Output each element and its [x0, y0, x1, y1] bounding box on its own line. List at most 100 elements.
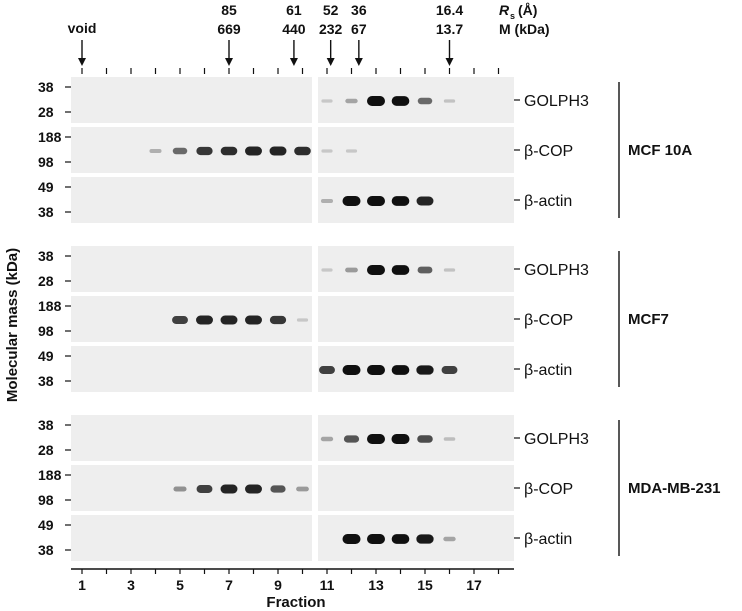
blot-membrane-left	[71, 415, 312, 461]
marker-arrowhead	[445, 58, 454, 66]
protein-band	[417, 97, 433, 105]
y-axis-label: Molecular mass (kDa)	[4, 248, 21, 402]
protein-band	[320, 436, 334, 442]
cell-line-name: MCF7	[628, 311, 669, 328]
protein-band	[149, 148, 162, 154]
blot-strip: 188 98 β-COP	[38, 465, 573, 511]
mw-marker-top: 49	[38, 179, 54, 195]
protein-label: β-actin	[524, 531, 572, 548]
marker-arrowhead	[354, 58, 363, 66]
blot-strip: 188 98 β-COP	[38, 127, 573, 173]
blot-strip: 49 38 β-actin	[38, 346, 572, 392]
protein-band	[269, 315, 287, 325]
protein-label: β-COP	[524, 143, 573, 160]
protein-band	[367, 265, 385, 275]
protein-band	[320, 198, 334, 204]
rs-subscript: s	[510, 11, 515, 21]
protein-band	[321, 99, 333, 103]
cell-line-group: 38 28 GOLPH3 188 98 β-COP 49 38 β-actin MCF 10A	[38, 77, 692, 223]
protein-band	[173, 486, 187, 492]
protein-band	[319, 366, 335, 374]
protein-band	[367, 96, 385, 106]
protein-band	[196, 315, 213, 325]
blot-membrane-right	[318, 127, 514, 173]
blot-strip: 38 28 GOLPH3	[38, 415, 589, 461]
x-tick-label: 1	[78, 577, 86, 593]
blot-strip: 38 28 GOLPH3	[38, 77, 589, 123]
protein-band	[321, 149, 333, 153]
marker-rs-label: 16.4	[436, 2, 463, 18]
protein-band	[296, 318, 309, 322]
x-tick-label: 3	[127, 577, 135, 593]
protein-band	[441, 366, 458, 374]
mw-marker-top: 49	[38, 517, 54, 533]
x-tick-label: 17	[466, 577, 482, 593]
protein-label: β-COP	[524, 312, 573, 329]
protein-band	[342, 196, 361, 206]
protein-band	[443, 437, 456, 441]
blot-strip: 49 38 β-actin	[38, 177, 572, 223]
marker-rs-label: 61	[286, 2, 302, 18]
protein-band	[391, 96, 410, 106]
protein-band	[345, 267, 358, 273]
protein-band	[196, 485, 213, 493]
blot-membrane-right	[318, 246, 514, 292]
protein-band	[345, 149, 358, 153]
protein-band	[417, 266, 433, 274]
blot-membrane-right	[318, 296, 514, 342]
protein-label: GOLPH3	[524, 262, 589, 279]
protein-band	[416, 196, 434, 206]
marker-mass-label: 232	[319, 21, 343, 37]
mw-marker-top: 38	[38, 417, 54, 433]
blot-membrane-right	[318, 465, 514, 511]
marker-rs-label: 36	[351, 2, 367, 18]
blot-membrane-left	[71, 77, 312, 123]
protein-band	[367, 196, 385, 206]
protein-band	[245, 315, 262, 325]
protein-band	[443, 99, 456, 103]
x-tick-label: 7	[225, 577, 233, 593]
blot-membrane-left	[71, 246, 312, 292]
x-tick-label: 9	[274, 577, 282, 593]
mass-unit-label: M (kDa)	[499, 21, 550, 37]
blot-membrane-left	[71, 177, 312, 223]
protein-band	[296, 486, 309, 492]
mw-marker-bottom: 28	[38, 104, 54, 120]
protein-band	[196, 146, 213, 156]
rs-unit: (Å)	[518, 2, 537, 18]
marker-arrowhead	[326, 58, 335, 66]
blot-membrane-left	[71, 515, 312, 561]
calibration-header: void R s (Å) M (kDa) 85 669 61 440 52 232 36 67…	[68, 2, 550, 74]
mw-marker-top: 188	[38, 467, 62, 483]
x-tick-label: 13	[368, 577, 384, 593]
blot-strip: 188 98 β-COP	[38, 296, 573, 342]
marker-mass-label: 669	[217, 21, 241, 37]
x-axis-label: Fraction	[266, 594, 325, 611]
protein-band	[342, 365, 361, 375]
cell-line-group: 38 28 GOLPH3 188 98 β-COP 49 38 β-actin MDA-MB-23…	[38, 415, 721, 561]
marker-arrowhead	[289, 58, 298, 66]
marker-mass-label: 440	[282, 21, 306, 37]
protein-label: β-COP	[524, 481, 573, 498]
mw-marker-bottom: 98	[38, 154, 54, 170]
protein-band	[391, 434, 410, 444]
protein-band	[367, 534, 385, 544]
protein-band	[416, 365, 434, 375]
protein-band	[443, 268, 456, 272]
protein-band	[367, 434, 385, 444]
protein-band	[391, 534, 410, 544]
mw-marker-bottom: 98	[38, 323, 54, 339]
protein-band	[416, 534, 434, 544]
mw-marker-top: 188	[38, 129, 62, 145]
protein-label: GOLPH3	[524, 93, 589, 110]
protein-band	[391, 365, 410, 375]
protein-band	[172, 147, 188, 155]
x-tick-label: 15	[417, 577, 433, 593]
mw-marker-bottom: 98	[38, 492, 54, 508]
protein-band	[345, 98, 358, 104]
protein-band	[391, 265, 410, 275]
protein-band	[220, 315, 238, 325]
mw-marker-top: 188	[38, 298, 62, 314]
protein-band	[321, 268, 333, 272]
